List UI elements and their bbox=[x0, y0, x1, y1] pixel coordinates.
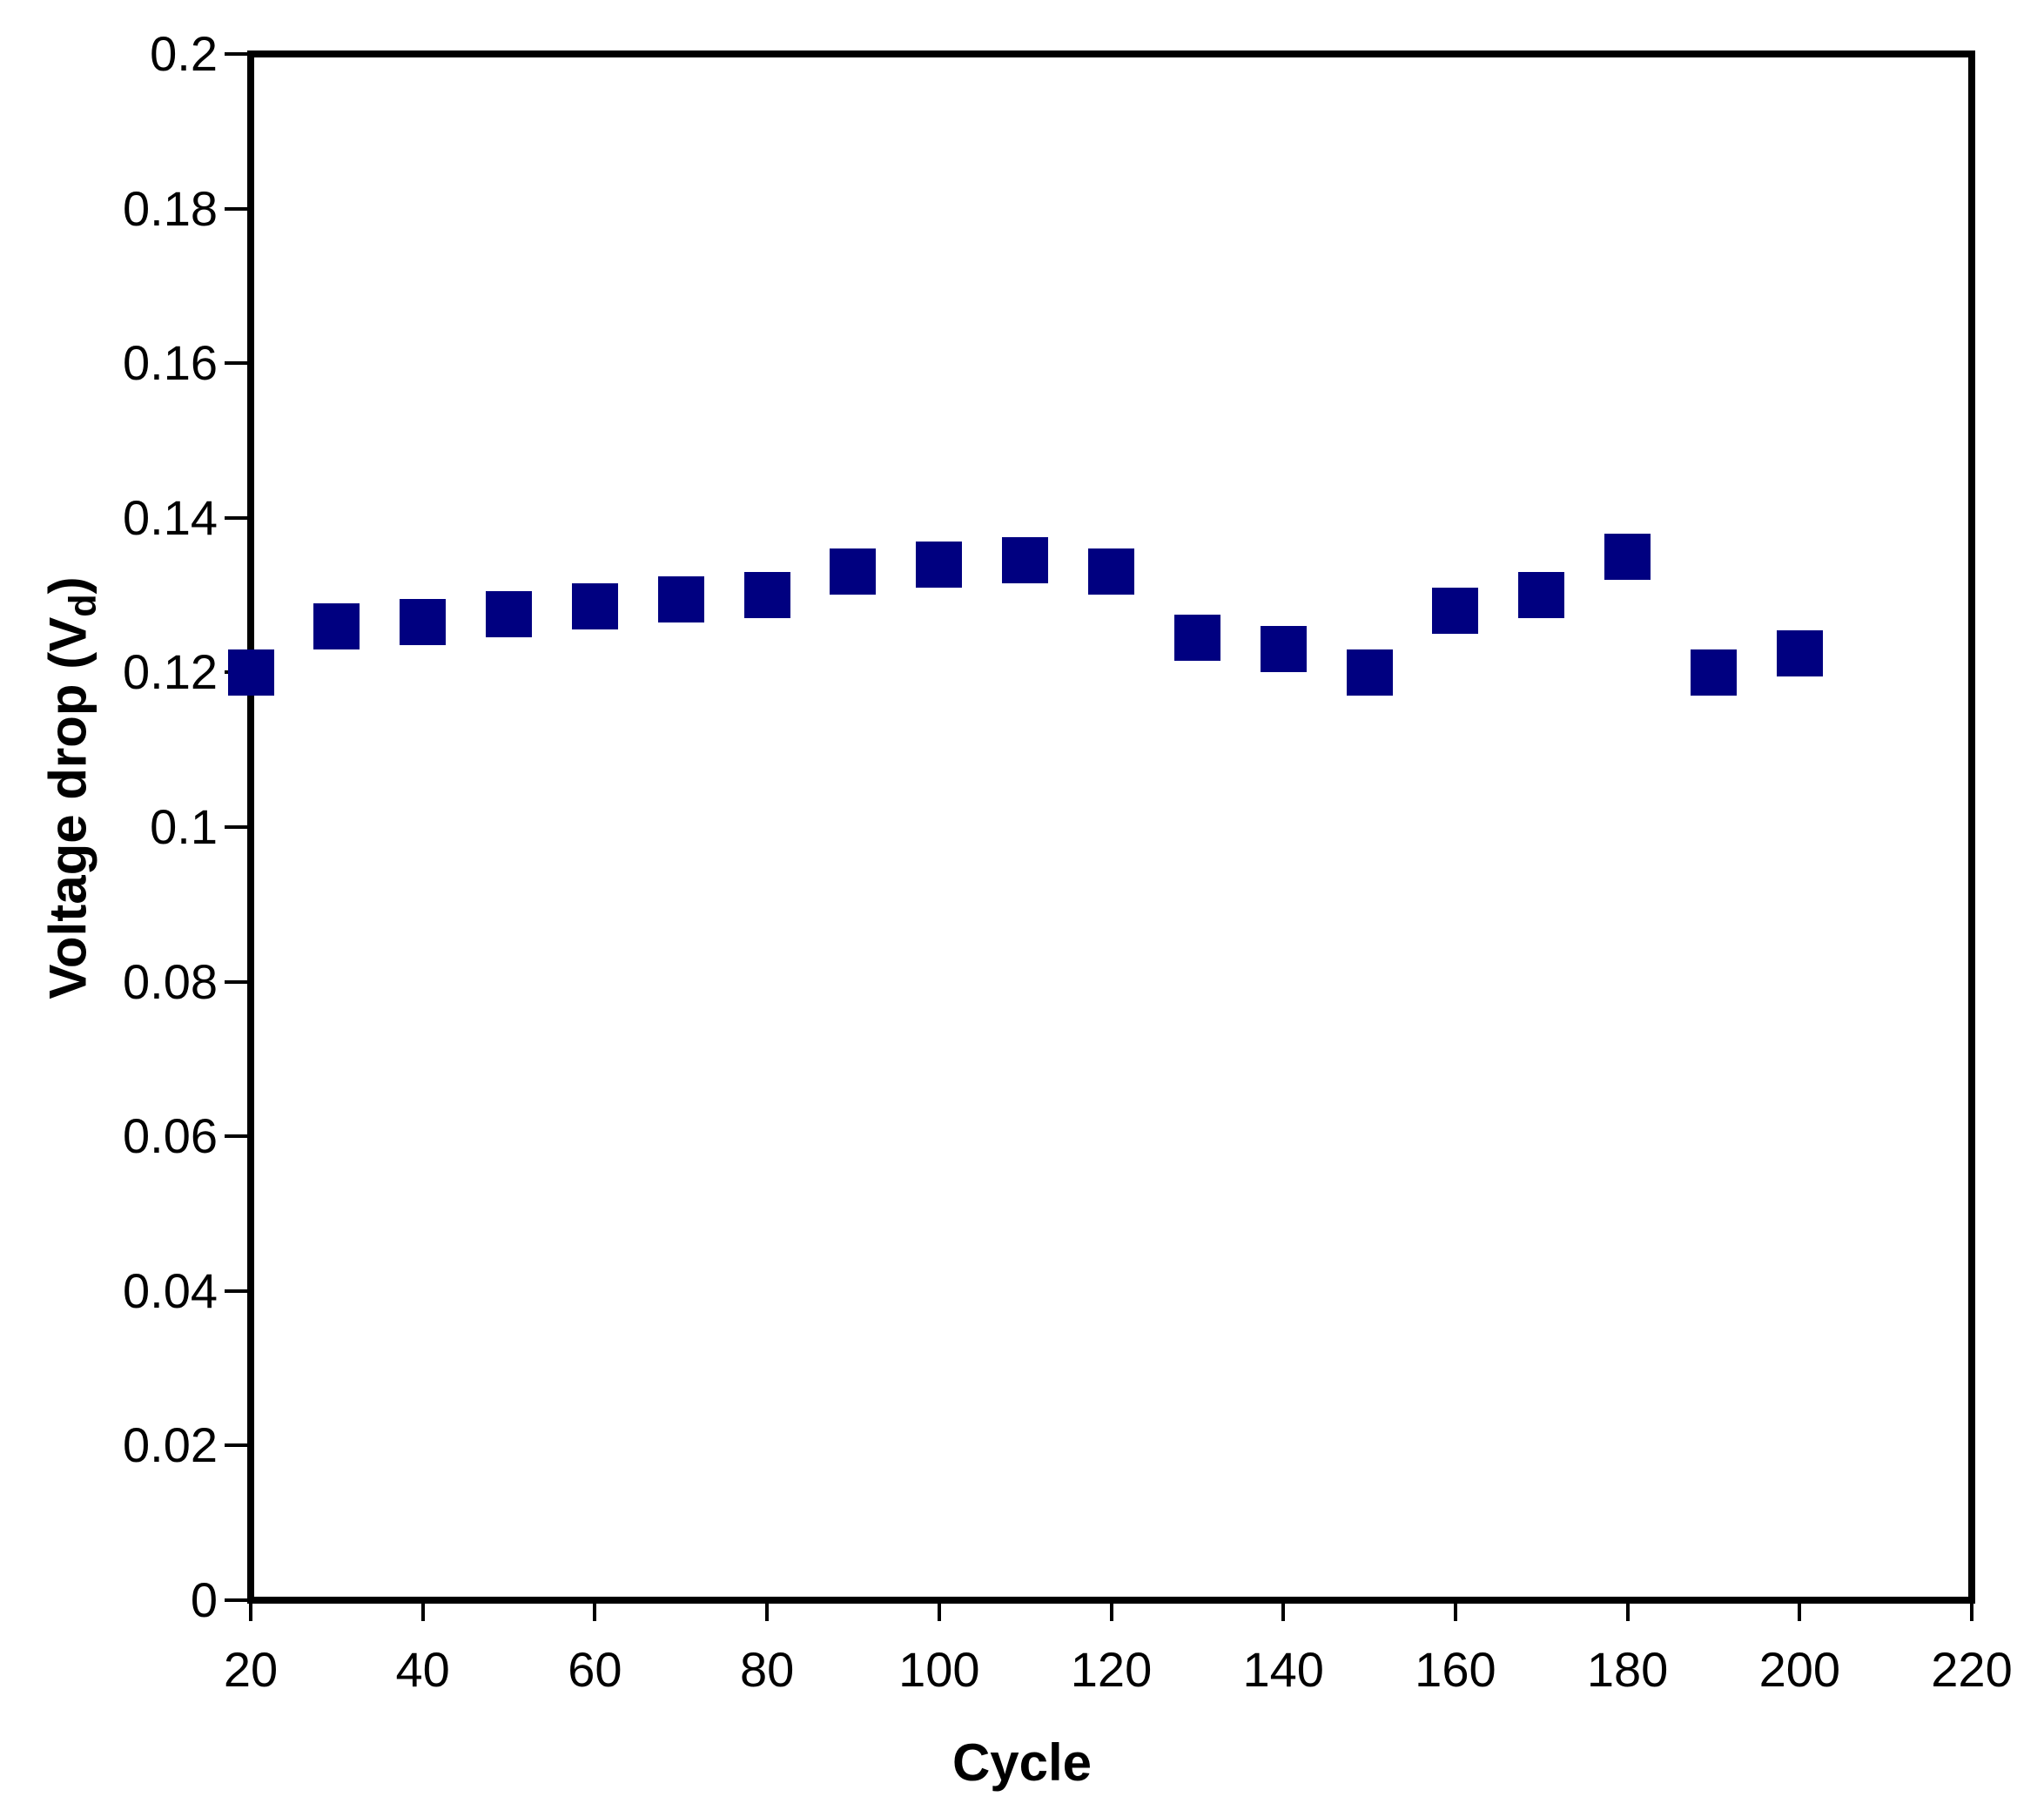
x-tick bbox=[420, 1604, 425, 1621]
data-point-marker bbox=[1002, 537, 1049, 584]
x-tick-label: 220 bbox=[1931, 1642, 2013, 1697]
x-tick-label: 140 bbox=[1242, 1642, 1324, 1697]
x-tick bbox=[1625, 1604, 1630, 1621]
y-tick-label: 0.12 bbox=[123, 644, 218, 700]
x-tick bbox=[1798, 1604, 1802, 1621]
y-tick bbox=[225, 1443, 247, 1448]
x-axis-title: Cycle bbox=[0, 1733, 2044, 1793]
x-tick bbox=[1453, 1604, 1457, 1621]
data-point-marker bbox=[1346, 649, 1393, 696]
x-axis-title-text: Cycle bbox=[951, 1733, 1093, 1792]
y-tick-label: 0.02 bbox=[123, 1417, 218, 1473]
y-axis-title-subscript: d bbox=[62, 594, 104, 617]
y-tick bbox=[225, 1598, 247, 1602]
x-tick-label: 80 bbox=[739, 1642, 795, 1697]
y-tick bbox=[225, 206, 247, 211]
data-point-marker bbox=[1604, 533, 1651, 580]
data-point-marker bbox=[657, 575, 704, 622]
y-tick bbox=[225, 825, 247, 829]
data-point-marker bbox=[571, 583, 618, 630]
x-tick-label: 40 bbox=[395, 1642, 450, 1697]
x-tick bbox=[1281, 1604, 1286, 1621]
y-tick-label: 0.1 bbox=[150, 799, 218, 854]
y-tick bbox=[225, 979, 247, 984]
data-point-marker bbox=[743, 572, 790, 619]
x-tick bbox=[593, 1604, 597, 1621]
data-point-marker bbox=[1173, 614, 1220, 661]
y-tick bbox=[225, 52, 247, 56]
y-tick-label: 0.04 bbox=[123, 1262, 218, 1318]
y-tick-label: 0.2 bbox=[150, 26, 218, 81]
y-tick-label: 0 bbox=[190, 1572, 218, 1627]
x-tick-label: 160 bbox=[1415, 1642, 1496, 1697]
x-tick-label: 100 bbox=[898, 1642, 980, 1697]
x-tick-label: 20 bbox=[223, 1642, 279, 1697]
plot-area-border bbox=[247, 50, 1975, 1604]
y-tick-label: 0.16 bbox=[123, 335, 218, 391]
x-tick-label: 120 bbox=[1070, 1642, 1153, 1697]
x-tick bbox=[937, 1604, 941, 1621]
data-point-marker bbox=[1776, 629, 1823, 676]
x-tick-label: 200 bbox=[1758, 1642, 1841, 1697]
x-tick bbox=[765, 1604, 770, 1621]
x-tick bbox=[249, 1604, 252, 1621]
y-tick bbox=[225, 515, 247, 520]
data-point-marker bbox=[1690, 649, 1737, 696]
data-point-marker bbox=[313, 602, 360, 649]
y-axis-title-prefix: Voltage drop (V bbox=[38, 616, 97, 999]
x-tick bbox=[1970, 1604, 1973, 1621]
data-point-marker bbox=[1432, 587, 1479, 634]
y-tick bbox=[225, 1134, 247, 1139]
data-point-marker bbox=[227, 649, 274, 696]
data-point-marker bbox=[916, 541, 963, 588]
y-tick-label: 0.06 bbox=[123, 1108, 218, 1164]
x-tick-label: 180 bbox=[1586, 1642, 1669, 1697]
y-axis-title-suffix: ) bbox=[38, 576, 97, 595]
y-axis-title: Voltage drop (Vd) bbox=[38, 576, 105, 999]
data-point-marker bbox=[830, 548, 877, 595]
y-tick bbox=[225, 1289, 247, 1293]
data-point-marker bbox=[1518, 572, 1565, 619]
data-point-marker bbox=[486, 591, 533, 638]
y-tick-label: 0.14 bbox=[123, 489, 218, 545]
data-point-marker bbox=[1088, 548, 1134, 595]
y-tick-label: 0.18 bbox=[123, 180, 218, 236]
y-tick bbox=[225, 361, 247, 366]
x-tick-label: 60 bbox=[568, 1642, 622, 1697]
data-point-marker bbox=[1260, 626, 1307, 673]
x-tick bbox=[1109, 1604, 1113, 1621]
data-point-marker bbox=[400, 599, 447, 646]
y-tick-label: 0.08 bbox=[123, 953, 218, 1009]
